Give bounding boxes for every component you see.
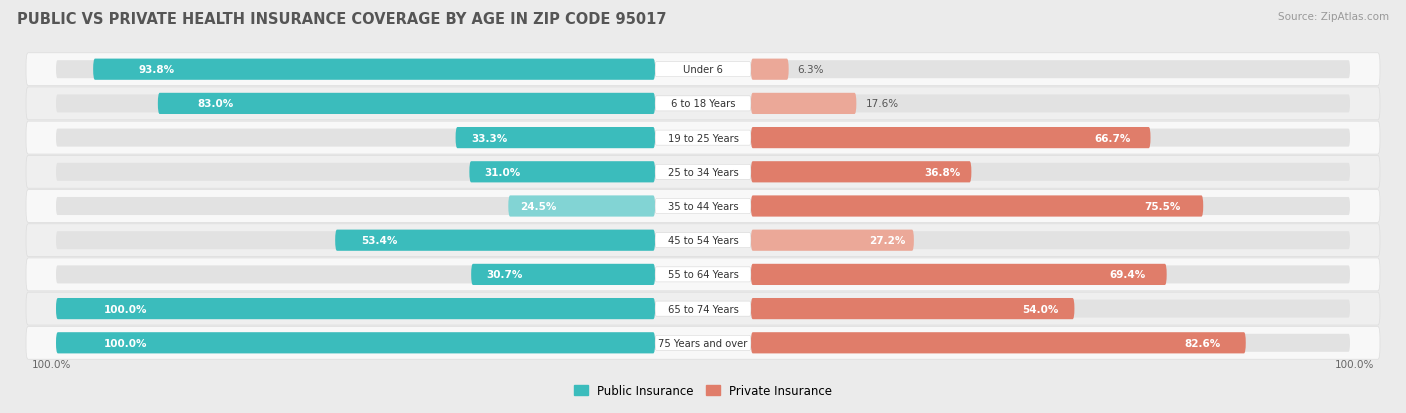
Legend: Public Insurance, Private Insurance: Public Insurance, Private Insurance	[569, 379, 837, 401]
FancyBboxPatch shape	[751, 61, 1350, 79]
FancyBboxPatch shape	[655, 267, 751, 282]
FancyBboxPatch shape	[751, 59, 789, 81]
FancyBboxPatch shape	[56, 232, 655, 249]
FancyBboxPatch shape	[27, 259, 1379, 291]
FancyBboxPatch shape	[751, 334, 1350, 352]
Text: 100.0%: 100.0%	[1334, 359, 1374, 369]
FancyBboxPatch shape	[157, 94, 655, 115]
FancyBboxPatch shape	[27, 88, 1379, 121]
FancyBboxPatch shape	[27, 190, 1379, 223]
FancyBboxPatch shape	[655, 233, 751, 248]
FancyBboxPatch shape	[655, 97, 751, 112]
FancyBboxPatch shape	[56, 334, 655, 352]
Text: 75 Years and over: 75 Years and over	[658, 338, 748, 348]
FancyBboxPatch shape	[27, 327, 1379, 359]
Text: 36.8%: 36.8%	[924, 167, 960, 177]
FancyBboxPatch shape	[56, 164, 655, 181]
Text: 93.8%: 93.8%	[138, 65, 174, 75]
FancyBboxPatch shape	[751, 164, 1350, 181]
FancyBboxPatch shape	[655, 301, 751, 316]
Text: 66.7%: 66.7%	[1094, 133, 1130, 143]
FancyBboxPatch shape	[751, 264, 1167, 285]
FancyBboxPatch shape	[751, 300, 1350, 318]
FancyBboxPatch shape	[751, 197, 1350, 216]
Text: 30.7%: 30.7%	[486, 270, 522, 280]
Text: 19 to 25 Years: 19 to 25 Years	[668, 133, 738, 143]
Text: 6 to 18 Years: 6 to 18 Years	[671, 99, 735, 109]
FancyBboxPatch shape	[470, 162, 655, 183]
Text: Under 6: Under 6	[683, 65, 723, 75]
Text: 31.0%: 31.0%	[484, 167, 520, 177]
Text: 45 to 54 Years: 45 to 54 Years	[668, 236, 738, 246]
FancyBboxPatch shape	[56, 61, 655, 79]
FancyBboxPatch shape	[751, 230, 914, 251]
FancyBboxPatch shape	[456, 128, 655, 149]
FancyBboxPatch shape	[56, 298, 655, 319]
FancyBboxPatch shape	[751, 129, 1350, 147]
Text: 35 to 44 Years: 35 to 44 Years	[668, 202, 738, 211]
FancyBboxPatch shape	[655, 165, 751, 180]
Text: 55 to 64 Years: 55 to 64 Years	[668, 270, 738, 280]
FancyBboxPatch shape	[56, 197, 655, 216]
Text: 33.3%: 33.3%	[471, 133, 508, 143]
Text: 69.4%: 69.4%	[1109, 270, 1146, 280]
Text: 100.0%: 100.0%	[32, 359, 72, 369]
Text: 24.5%: 24.5%	[520, 202, 557, 211]
FancyBboxPatch shape	[509, 196, 655, 217]
Text: 83.0%: 83.0%	[198, 99, 233, 109]
Text: 53.4%: 53.4%	[361, 236, 396, 246]
FancyBboxPatch shape	[56, 95, 655, 113]
Text: PUBLIC VS PRIVATE HEALTH INSURANCE COVERAGE BY AGE IN ZIP CODE 95017: PUBLIC VS PRIVATE HEALTH INSURANCE COVER…	[17, 12, 666, 27]
FancyBboxPatch shape	[27, 122, 1379, 154]
Text: 75.5%: 75.5%	[1144, 202, 1181, 211]
Text: 100.0%: 100.0%	[104, 338, 148, 348]
FancyBboxPatch shape	[56, 266, 655, 284]
FancyBboxPatch shape	[655, 62, 751, 78]
Text: Source: ZipAtlas.com: Source: ZipAtlas.com	[1278, 12, 1389, 22]
FancyBboxPatch shape	[655, 335, 751, 351]
Text: 54.0%: 54.0%	[1022, 304, 1059, 314]
FancyBboxPatch shape	[27, 54, 1379, 86]
Text: 6.3%: 6.3%	[797, 65, 824, 75]
Text: 17.6%: 17.6%	[865, 99, 898, 109]
FancyBboxPatch shape	[751, 94, 856, 115]
FancyBboxPatch shape	[56, 129, 655, 147]
FancyBboxPatch shape	[335, 230, 655, 251]
Text: 100.0%: 100.0%	[104, 304, 148, 314]
FancyBboxPatch shape	[93, 59, 655, 81]
FancyBboxPatch shape	[471, 264, 655, 285]
FancyBboxPatch shape	[751, 332, 1246, 354]
FancyBboxPatch shape	[751, 298, 1074, 319]
FancyBboxPatch shape	[56, 300, 655, 318]
FancyBboxPatch shape	[655, 199, 751, 214]
FancyBboxPatch shape	[751, 128, 1150, 149]
FancyBboxPatch shape	[751, 196, 1204, 217]
FancyBboxPatch shape	[751, 266, 1350, 284]
FancyBboxPatch shape	[27, 224, 1379, 257]
Text: 82.6%: 82.6%	[1185, 338, 1220, 348]
FancyBboxPatch shape	[751, 232, 1350, 249]
FancyBboxPatch shape	[751, 162, 972, 183]
FancyBboxPatch shape	[56, 332, 655, 354]
FancyBboxPatch shape	[27, 292, 1379, 325]
FancyBboxPatch shape	[27, 156, 1379, 189]
Text: 25 to 34 Years: 25 to 34 Years	[668, 167, 738, 177]
FancyBboxPatch shape	[751, 95, 1350, 113]
FancyBboxPatch shape	[655, 131, 751, 146]
Text: 65 to 74 Years: 65 to 74 Years	[668, 304, 738, 314]
Text: 27.2%: 27.2%	[869, 236, 905, 246]
